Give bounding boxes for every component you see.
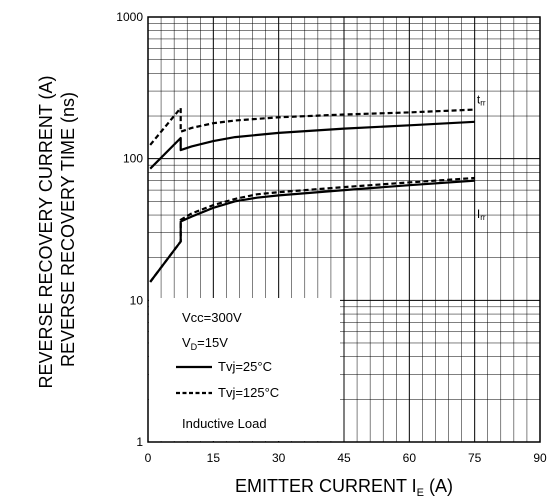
y-tick-label: 1 xyxy=(136,435,143,449)
legend-background xyxy=(149,298,340,441)
y-tick-label: 100 xyxy=(123,152,143,166)
y-axis-title-line-2: REVERSE RECOVERY TIME (ns) xyxy=(58,92,78,367)
series-label-main: t xyxy=(477,93,481,107)
series-line-trr-solid xyxy=(149,120,475,170)
y-axis-title: REVERSE RECOVERY CURRENT (A) REVERSE REC… xyxy=(36,70,78,388)
legend-vd: VD=15V xyxy=(182,335,228,352)
x-axis-title-main: EMITTER CURRENT I xyxy=(235,476,417,496)
legend-vd-subscript: D xyxy=(191,342,198,352)
x-axis-title-unit: (A) xyxy=(424,476,453,496)
x-tick-label: 15 xyxy=(207,451,221,465)
legend-vd-rest: =15V xyxy=(197,335,228,350)
legend-vcc: Vcc=300V xyxy=(182,310,242,325)
series-line-irr-solid xyxy=(149,179,475,283)
tick-labels: 0 15 30 45 60 75 90 1 10 100 1000 xyxy=(116,10,547,465)
plot-frame xyxy=(147,16,541,443)
x-axis-title: EMITTER CURRENT IE (A) xyxy=(235,476,453,499)
x-tick-label: 60 xyxy=(403,451,417,465)
x-tick-label: 30 xyxy=(272,451,286,465)
series-label-main: I xyxy=(477,207,480,221)
x-tick-label: 45 xyxy=(337,451,351,465)
series-label-irr: Irr xyxy=(477,207,486,222)
legend: Vcc=300V VD=15V Tvj=25°C Tvj=125°C Inductive… xyxy=(176,310,279,431)
x-tick-label: 90 xyxy=(533,451,547,465)
y-axis-title-line-1: REVERSE RECOVERY CURRENT (A) xyxy=(36,75,56,388)
legend-note: Inductive Load xyxy=(182,416,267,431)
legend-entry-label: Tvj=25°C xyxy=(218,359,272,374)
series-label-subscript: rr xyxy=(480,99,486,108)
series-group xyxy=(149,106,475,283)
series-label-subscript: rr xyxy=(480,213,486,222)
legend-vd-main: V xyxy=(182,335,191,350)
x-axis-title-subscript: E xyxy=(417,487,424,499)
y-tick-label: 1000 xyxy=(116,10,143,24)
series-line-trr-dashed xyxy=(149,106,475,146)
legend-entry-label: Tvj=125°C xyxy=(218,385,279,400)
x-tick-label: 75 xyxy=(468,451,482,465)
series-line-irr-dashed xyxy=(149,176,475,283)
x-tick-label: 0 xyxy=(145,451,152,465)
series-label-trr: trr xyxy=(477,93,486,108)
y-tick-label: 10 xyxy=(130,293,144,307)
